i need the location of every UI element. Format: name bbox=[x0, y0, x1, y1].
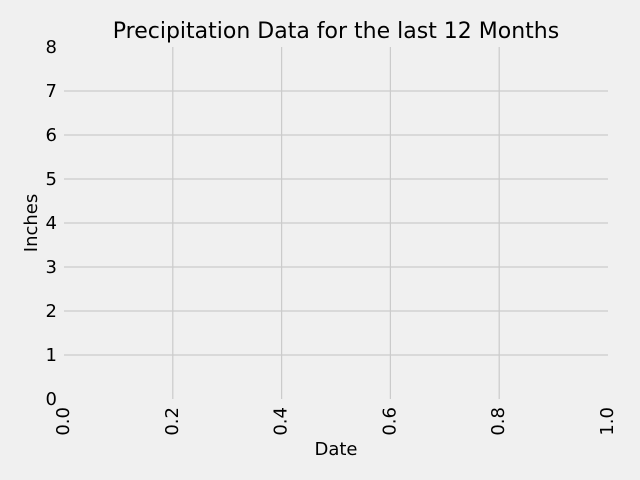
x-tick-label-4: 0.8 bbox=[488, 407, 509, 436]
x-tick-labels: 0.0 0.2 0.4 0.6 0.8 1.0 bbox=[53, 407, 618, 436]
y-tick-label-7: 7 bbox=[46, 81, 57, 102]
y-tick-label-1: 1 bbox=[46, 345, 57, 366]
x-tick-label-2: 0.4 bbox=[271, 407, 292, 436]
x-tick-label-1: 0.2 bbox=[162, 407, 183, 436]
x-tick-label-3: 0.6 bbox=[379, 407, 400, 436]
y-grid-lines bbox=[64, 90, 608, 356]
chart-title: Precipitation Data for the last 12 Month… bbox=[113, 19, 559, 44]
y-tick-label-0: 0 bbox=[46, 389, 57, 410]
y-tick-label-8: 8 bbox=[46, 37, 57, 58]
x-tick-label-0: 0.0 bbox=[53, 407, 74, 436]
y-tick-label-3: 3 bbox=[46, 257, 57, 278]
x-axis-label: Date bbox=[314, 439, 357, 460]
y-tick-label-4: 4 bbox=[46, 213, 57, 234]
y-axis-label: Inches bbox=[21, 194, 42, 252]
y-tick-label-2: 2 bbox=[46, 301, 57, 322]
y-tick-label-5: 5 bbox=[46, 169, 57, 190]
x-tick-label-5: 1.0 bbox=[597, 407, 618, 436]
y-tick-labels: 0 1 2 3 4 5 6 7 8 bbox=[46, 37, 57, 410]
y-tick-label-6: 6 bbox=[46, 125, 57, 146]
